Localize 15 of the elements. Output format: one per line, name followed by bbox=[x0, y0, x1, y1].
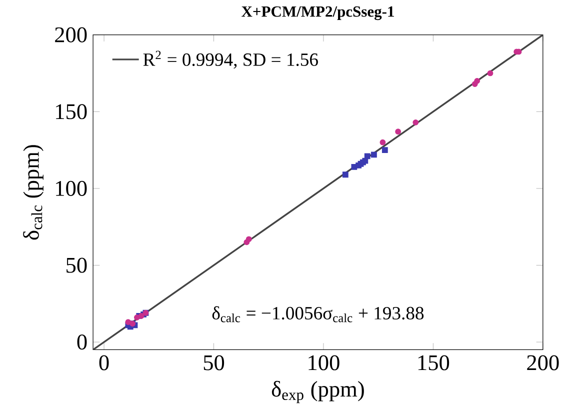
y-tick-label: 0 bbox=[77, 334, 87, 350]
y-tick-label: 50 bbox=[66, 258, 87, 274]
legend-label: R$^{2}$ = 0.9994, SD = 1.56 bbox=[143, 51, 318, 69]
x-axis-title: δ$_{exp}$ (ppm) bbox=[272, 381, 364, 404]
x-tick-label: 200 bbox=[527, 355, 559, 371]
y-tick-label: 200 bbox=[55, 28, 87, 43]
x-tick-label: 50 bbox=[204, 355, 224, 371]
x-tick-label: 100 bbox=[308, 355, 340, 371]
x-tick-label: 150 bbox=[418, 355, 450, 371]
y-tick-label: 100 bbox=[56, 181, 87, 196]
annotation: δ$_{calc}$ = −1.0056σ$_{calc}$ + 193.88 bbox=[212, 306, 424, 322]
chart-title: X+PCM/MP2/pcSseg-1 bbox=[242, 6, 394, 20]
x-tick-label: 0 bbox=[99, 355, 109, 371]
y-tick-label: 150 bbox=[56, 104, 87, 120]
y-axis-title: δ$_{calc}$ (ppm) bbox=[23, 145, 44, 240]
